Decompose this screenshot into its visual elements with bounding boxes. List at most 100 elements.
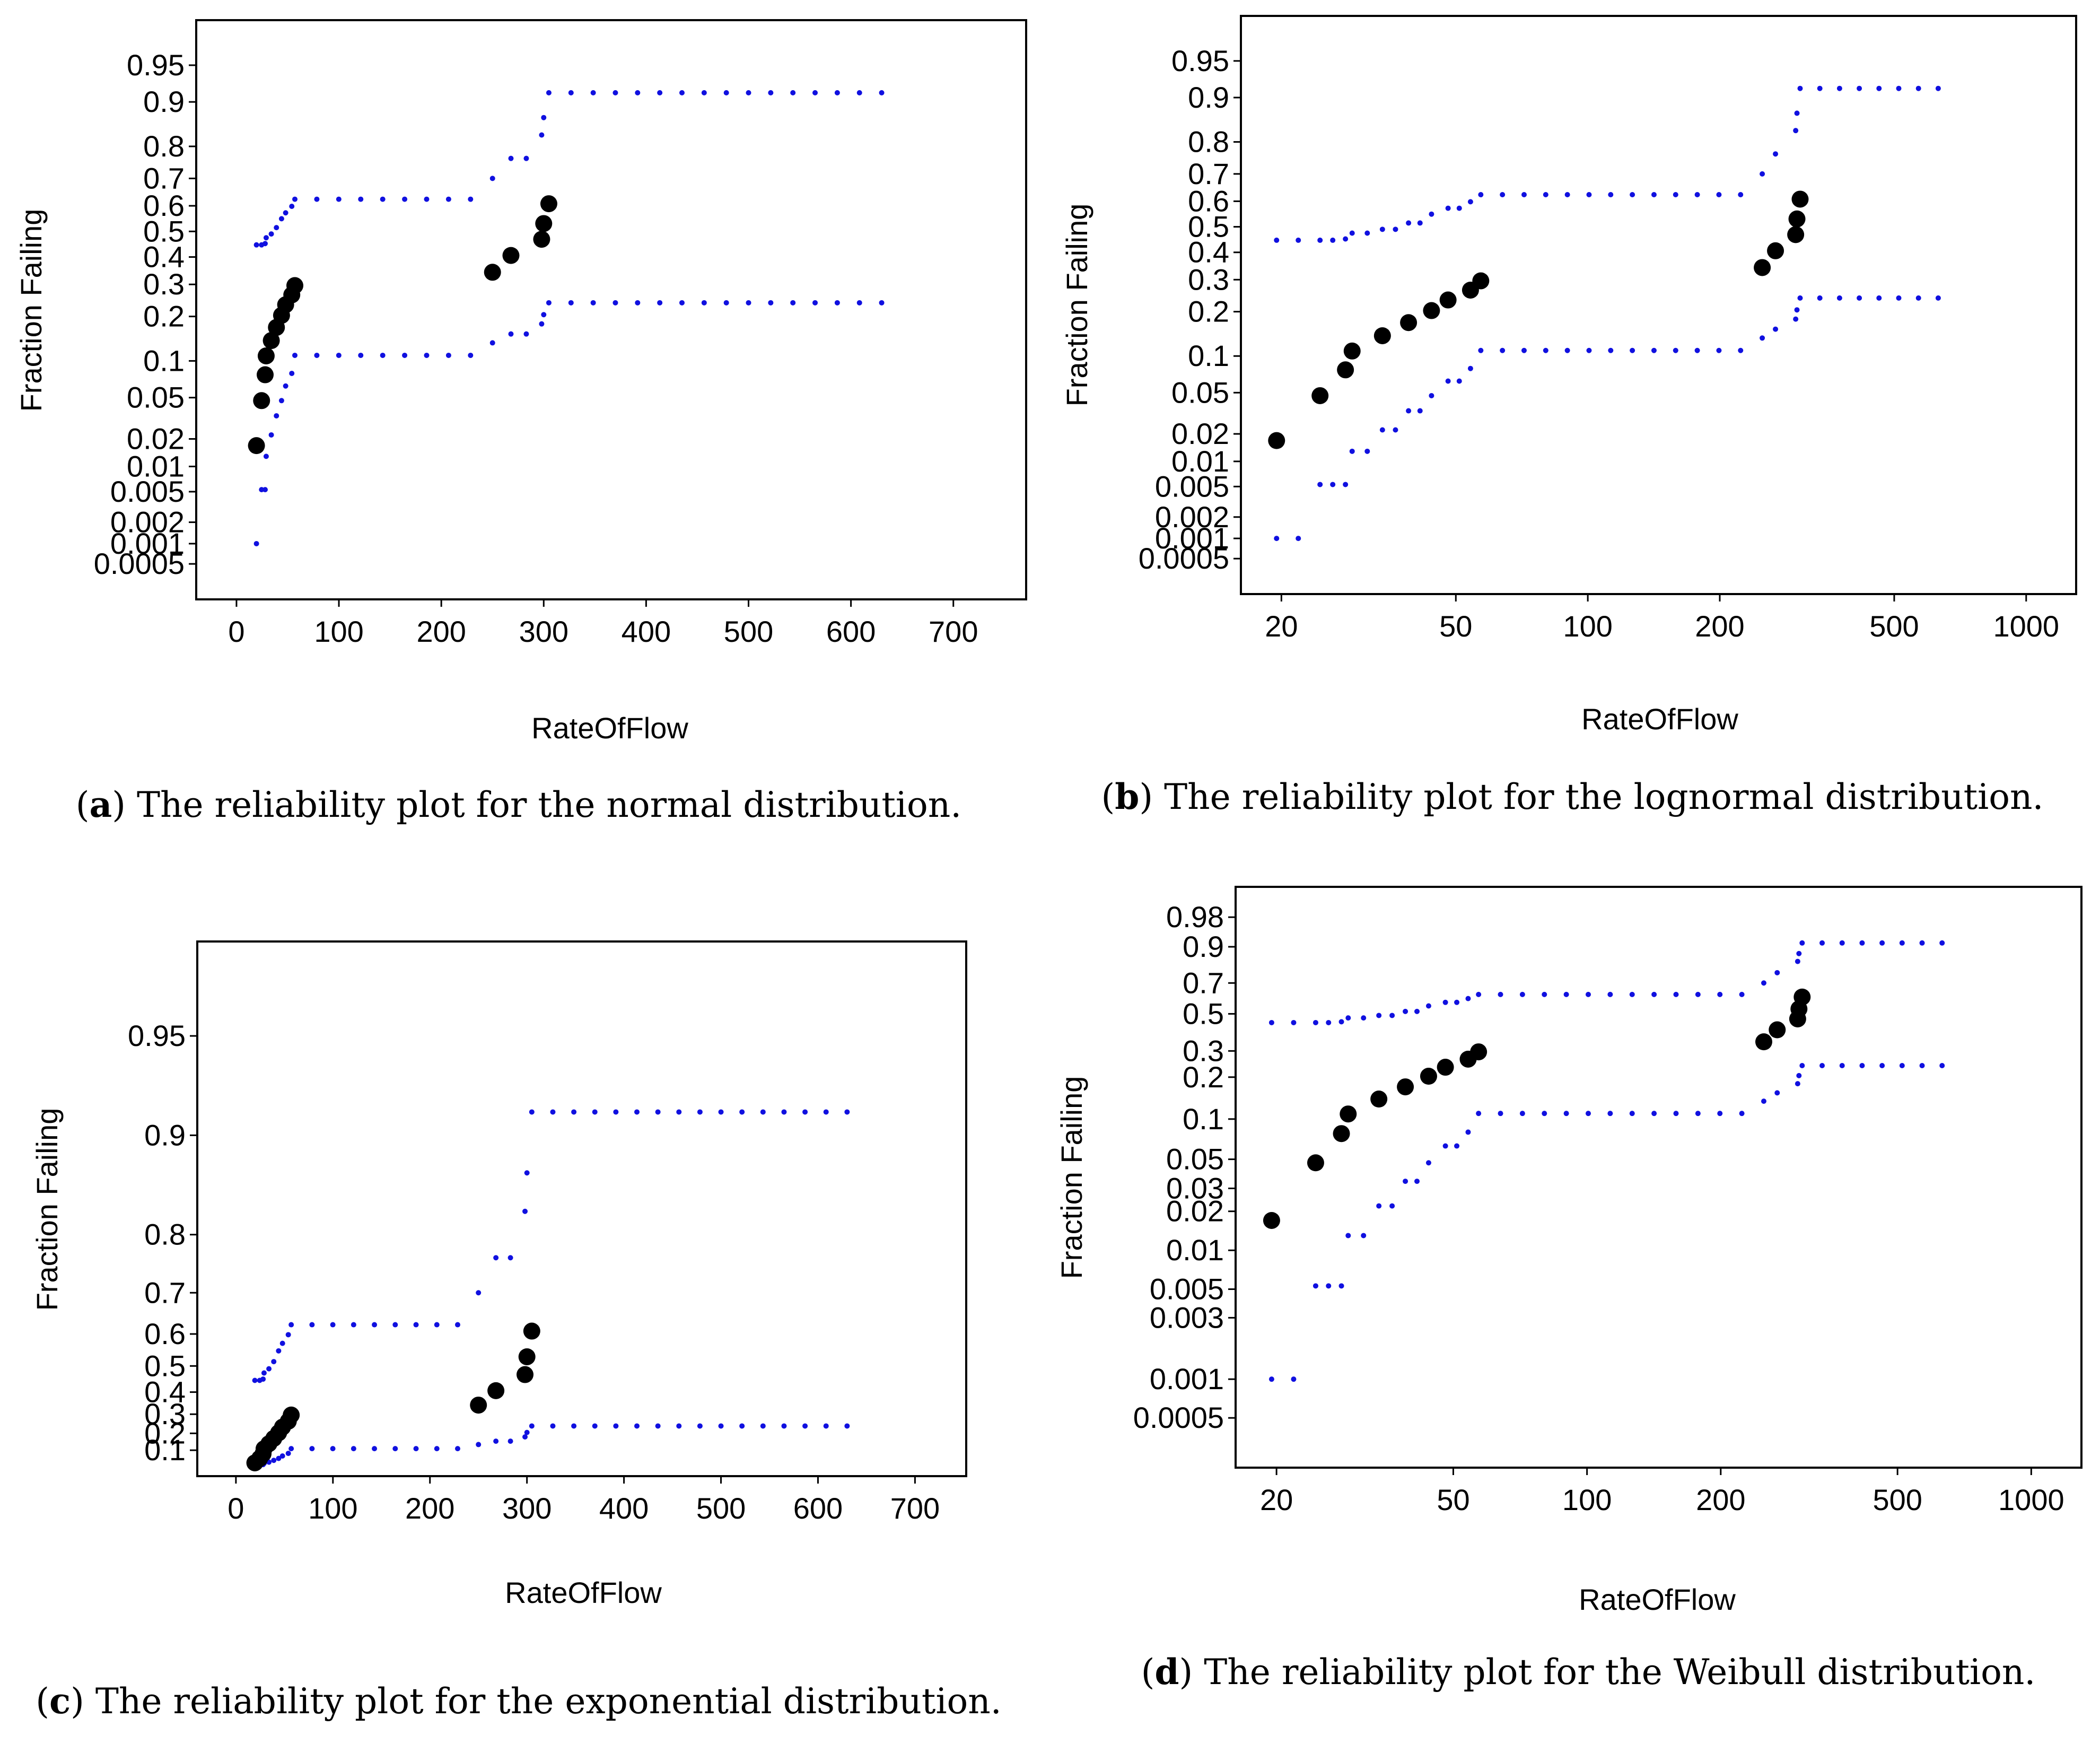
confidence-upper-point	[541, 115, 547, 120]
confidence-upper-point	[1465, 996, 1471, 1001]
y-tick-label: 0.05	[127, 381, 185, 414]
y-tick-label: 0.4	[1188, 236, 1229, 269]
confidence-upper-point	[278, 216, 284, 222]
confidence-lower-point	[1564, 347, 1570, 353]
y-tick-label: 0.001	[1150, 1362, 1224, 1396]
caption-letter: b	[1115, 776, 1139, 817]
confidence-lower-point	[1608, 347, 1614, 353]
confidence-lower-point	[292, 352, 298, 358]
confidence-upper-point	[529, 1109, 535, 1115]
observed-point	[1343, 342, 1361, 360]
observed-point	[1788, 210, 1806, 228]
confidence-lower-point	[718, 1423, 724, 1429]
confidence-lower-point	[372, 1446, 378, 1452]
confidence-lower-point	[1274, 536, 1280, 542]
confidence-upper-point	[252, 1377, 258, 1383]
confidence-upper-point	[571, 1109, 577, 1115]
confidence-upper-point	[268, 231, 274, 237]
confidence-lower-point	[1935, 295, 1941, 301]
x-axis-label: RateOfFlow	[505, 1576, 662, 1609]
confidence-upper-point	[718, 1109, 724, 1115]
confidence-lower-point	[413, 1446, 419, 1452]
caption: (c) The reliability plot for the exponen…	[36, 1680, 1002, 1722]
confidence-upper-point	[1268, 1019, 1274, 1025]
confidence-lower-point	[1442, 1143, 1448, 1149]
confidence-lower-point	[1797, 295, 1803, 301]
y-tick-label: 0.02	[1166, 1194, 1224, 1228]
confidence-upper-point	[274, 225, 279, 231]
x-tick-label: 200	[405, 1492, 454, 1525]
confidence-upper-point	[1761, 980, 1766, 986]
confidence-upper-point	[1797, 85, 1803, 91]
confidence-lower-point	[781, 1423, 787, 1429]
confidence-upper-point	[1312, 1019, 1318, 1025]
confidence-upper-point	[1498, 991, 1503, 997]
data-marks	[248, 90, 885, 546]
confidence-upper-point	[592, 1109, 598, 1115]
confidence-lower-point	[1317, 482, 1323, 487]
observed-point	[484, 264, 501, 281]
confidence-upper-point	[1673, 991, 1679, 997]
confidence-upper-point	[1716, 191, 1722, 197]
confidence-lower-point	[1343, 482, 1349, 487]
observed-point	[1311, 387, 1329, 404]
observed-point	[1791, 190, 1809, 208]
confidence-upper-point	[1454, 999, 1460, 1005]
confidence-upper-point	[476, 1290, 482, 1296]
confidence-upper-point	[1859, 940, 1865, 946]
x-tick-label: 100	[314, 615, 363, 648]
y-tick-label: 0.003	[1150, 1301, 1224, 1334]
x-tick-label: 400	[622, 615, 671, 648]
confidence-upper-point	[1799, 940, 1805, 946]
x-tick-label: 200	[416, 615, 466, 648]
confidence-upper-point	[539, 132, 545, 138]
confidence-upper-point	[1836, 85, 1842, 91]
y-tick-label: 0.5	[144, 1349, 186, 1382]
y-tick-label: 0.1	[1183, 1102, 1224, 1136]
confidence-upper-point	[1760, 171, 1765, 177]
confidence-upper-point	[550, 1109, 556, 1115]
confidence-upper-point	[1586, 191, 1592, 197]
x-axis-ticks: 20 50 100 200 500 1000	[1265, 594, 2059, 643]
confidence-lower-point	[1774, 1090, 1780, 1096]
confidence-upper-point	[697, 1109, 703, 1115]
y-tick-label: 0.3	[1188, 263, 1229, 296]
confidence-lower-point	[274, 413, 279, 418]
confidence-upper-point	[263, 235, 269, 241]
confidence-upper-point	[856, 90, 862, 95]
confidence-upper-point	[1879, 940, 1885, 946]
x-tick-label: 700	[929, 615, 978, 648]
confidence-upper-point	[292, 196, 298, 202]
observed-point	[523, 1322, 540, 1340]
confidence-lower-point	[1476, 1111, 1482, 1117]
y-axis-ticks: 0.00050.0010.0020.0050.010.020.050.10.20…	[94, 48, 196, 580]
confidence-upper-point	[1376, 1013, 1382, 1018]
x-tick-label: 100	[1562, 1483, 1612, 1516]
confidence-lower-point	[1414, 1179, 1420, 1184]
confidence-upper-point	[1694, 191, 1700, 197]
y-tick-label: 0.002	[1155, 500, 1229, 534]
confidence-upper-point	[1773, 151, 1779, 157]
caption-letter: c	[49, 1680, 71, 1722]
x-tick-label: 500	[1869, 609, 1919, 643]
observed-point	[253, 392, 270, 409]
observed-point	[1420, 1068, 1437, 1085]
confidence-upper-point	[1521, 191, 1527, 197]
confidence-upper-point	[1607, 991, 1613, 997]
y-tick-label: 0.98	[1166, 900, 1224, 934]
confidence-lower-point	[1773, 326, 1779, 332]
confidence-upper-point	[1796, 951, 1802, 956]
confidence-lower-point	[1836, 295, 1842, 301]
y-axis-label: Fraction Failing	[14, 209, 48, 412]
confidence-lower-point	[1563, 1111, 1569, 1117]
x-axis-ticks: 0 100 200 300 400 500 600 700	[228, 599, 978, 648]
confidence-lower-point	[1467, 365, 1473, 371]
confidence-upper-point	[1651, 191, 1657, 197]
confidence-lower-point	[1673, 347, 1678, 353]
confidence-lower-point	[529, 1423, 535, 1429]
x-tick-label: 200	[1695, 609, 1744, 643]
confidence-lower-point	[1349, 448, 1355, 454]
confidence-upper-point	[1364, 230, 1370, 236]
confidence-upper-point	[358, 196, 364, 202]
confidence-lower-point	[1330, 482, 1336, 487]
